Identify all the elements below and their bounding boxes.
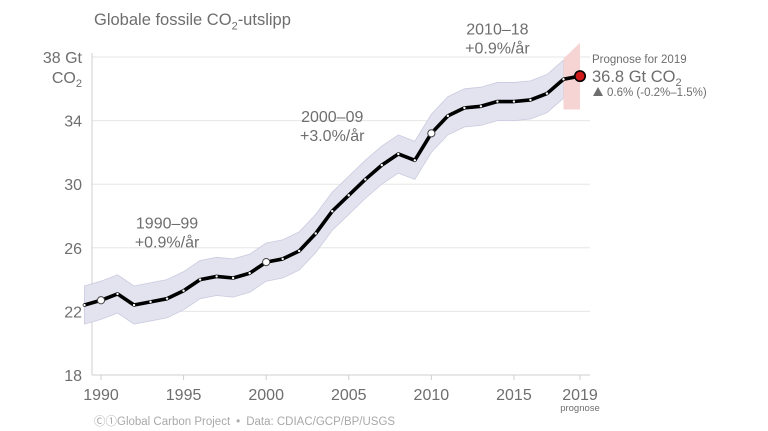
point-2005 xyxy=(347,194,350,197)
point-1997 xyxy=(215,275,218,278)
uncertainty-band xyxy=(84,59,564,325)
point-2014 xyxy=(496,100,499,103)
annotation-rate-2: +0.9%/år xyxy=(465,40,530,58)
point-1999 xyxy=(248,272,251,275)
chart-title-subscript: 2 xyxy=(231,20,238,33)
annotation-rate-0: +0.9%/år xyxy=(135,234,200,252)
point-2010-highlight xyxy=(427,129,436,138)
footer-source: Data: CDIAC/GCP/BP/USGS xyxy=(246,416,396,428)
footer-separator: • xyxy=(236,416,241,428)
annotation-period-0: 1990–99 xyxy=(136,216,198,233)
point-1993 xyxy=(149,300,152,304)
point-2009 xyxy=(413,159,417,162)
point-1990-highlight xyxy=(96,296,106,305)
x-tick-sublabel-prognose: prognose xyxy=(560,403,600,414)
projection-heading: Prognose for 2019 xyxy=(592,54,687,66)
point-2016 xyxy=(529,98,532,102)
annotation-rate-1: +3.0%/år xyxy=(300,127,365,145)
point-2002 xyxy=(298,249,301,253)
point-2018 xyxy=(562,78,565,81)
y-axis-unit-label: CO2 xyxy=(52,70,82,90)
projection-point-2019 xyxy=(573,70,586,83)
y-tick-label-18: 18 xyxy=(64,368,82,385)
point-1996 xyxy=(198,278,202,281)
point-2008 xyxy=(397,152,400,156)
point-2017 xyxy=(545,92,549,95)
annotation-period-1: 2000–09 xyxy=(301,109,363,126)
point-2011 xyxy=(446,114,450,118)
x-tick-label-2000: 2000 xyxy=(248,387,284,404)
y-tick-label-38: 38 Gt xyxy=(43,50,83,67)
point-2006 xyxy=(364,178,367,181)
triangle-up-icon xyxy=(593,87,603,96)
point-1994 xyxy=(165,297,169,300)
y-tick-label-30: 30 xyxy=(64,177,82,194)
x-tick-label-2019: 2019 xyxy=(562,387,598,404)
annotation-period-2: 2010–18 xyxy=(466,22,528,39)
point-1991 xyxy=(116,292,119,296)
point-1995 xyxy=(182,289,185,292)
point-1998 xyxy=(231,276,235,280)
point-2015 xyxy=(512,100,516,103)
x-tick-label-2015: 2015 xyxy=(496,387,532,404)
y-tick-label-34: 34 xyxy=(64,114,82,131)
point-2004 xyxy=(331,210,334,213)
projection-value: 36.8 Gt CO2 xyxy=(592,68,682,89)
x-tick-label-1990: 1990 xyxy=(83,387,119,404)
x-tick-label-2010: 2010 xyxy=(414,387,450,404)
y-tick-label-26: 26 xyxy=(64,241,82,258)
y-tick-label-22: 22 xyxy=(64,304,82,321)
chart-title-text: Globale fossile CO xyxy=(94,11,232,29)
point-2003 xyxy=(314,232,317,235)
x-tick-label-1995: 1995 xyxy=(166,387,202,404)
chart-title: Globale fossile CO2-utslipp xyxy=(94,11,291,32)
point-2001 xyxy=(281,257,284,261)
point-2000-highlight xyxy=(262,258,271,267)
chart-footer: Ⓒ①Global Carbon Project • Data: CDIAC/GCP/… xyxy=(94,413,395,429)
point-1992 xyxy=(132,303,136,307)
footer-credit: Ⓒ①Global Carbon Project xyxy=(94,416,231,428)
point-1989 xyxy=(83,303,86,307)
x-tick-label-2005: 2005 xyxy=(331,387,367,404)
point-2012 xyxy=(463,106,466,110)
point-2007 xyxy=(380,163,383,167)
point-2013 xyxy=(479,105,483,108)
projection-change: 0.6% (-0.2%–1.5%) xyxy=(607,87,707,99)
chart-title-suffix: -utslipp xyxy=(237,11,291,29)
